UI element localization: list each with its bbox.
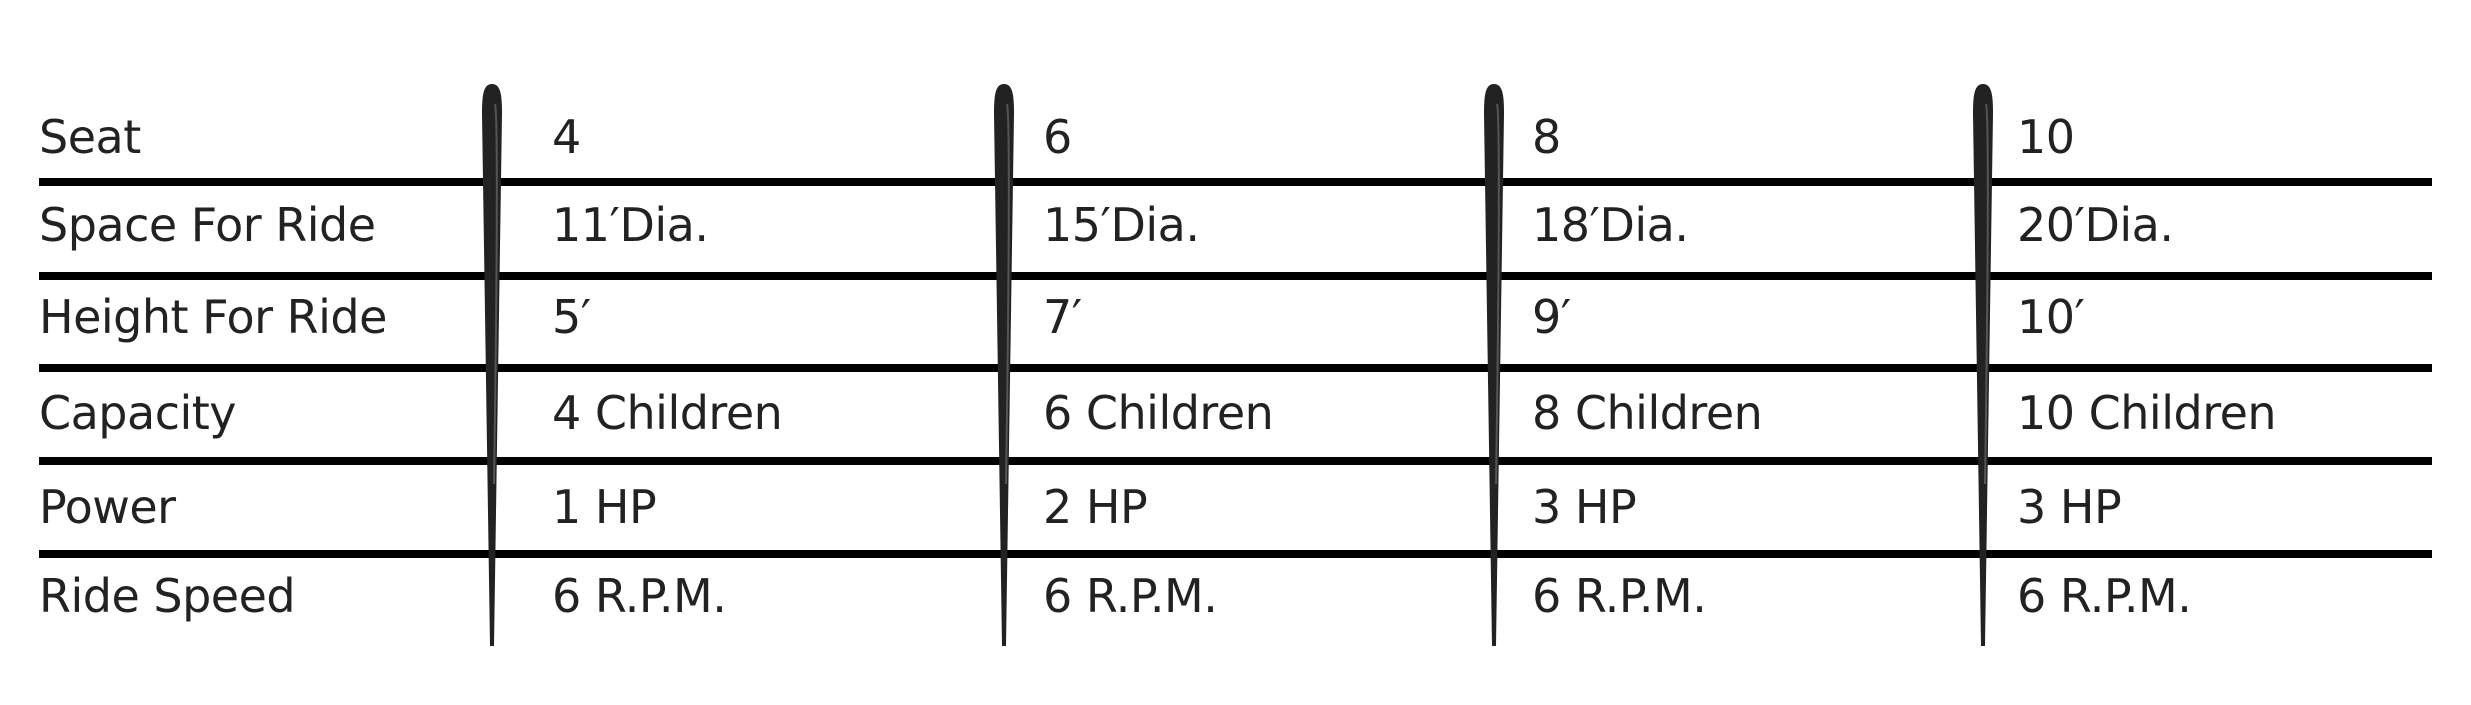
row-divider (39, 457, 2432, 465)
table-cell: 20′Dia. (2017, 198, 2174, 252)
table-cell: 2 HP (1043, 480, 1148, 534)
table-cell: 10′ (2017, 290, 2085, 344)
table-cell: 6 R.P.M. (2017, 569, 2192, 623)
row-label: Ride Speed (39, 569, 296, 623)
table-cell: 8 (1532, 110, 1561, 164)
row-label: Power (39, 480, 176, 534)
table-cell: 6 R.P.M. (552, 569, 727, 623)
table-cell: 6 R.P.M. (1043, 569, 1218, 623)
table-cell: 6 Children (1043, 386, 1274, 440)
table-cell: 6 R.P.M. (1532, 569, 1707, 623)
row-divider (39, 272, 2432, 280)
row-divider (39, 178, 2432, 186)
table-cell: 10 Children (2017, 386, 2277, 440)
row-divider (39, 364, 2432, 372)
row-label: Height For Ride (39, 290, 387, 344)
row-label: Capacity (39, 386, 237, 440)
table-cell: 5′ (552, 290, 591, 344)
needle-divider-icon (482, 84, 502, 646)
needle-divider-icon (1973, 84, 1993, 646)
table-cell: 1 HP (552, 480, 657, 534)
table-cell: 18′Dia. (1532, 198, 1689, 252)
needle-divider-icon (1484, 84, 1504, 646)
row-label: Seat (39, 110, 141, 164)
table-cell: 10 (2017, 110, 2075, 164)
table-cell: 4 Children (552, 386, 783, 440)
table-cell: 9′ (1532, 290, 1571, 344)
table-cell: 3 HP (2017, 480, 2122, 534)
table-cell: 7′ (1043, 290, 1082, 344)
table-cell: 15′Dia. (1043, 198, 1200, 252)
table-cell: 8 Children (1532, 386, 1763, 440)
row-label: Space For Ride (39, 198, 376, 252)
table-cell: 3 HP (1532, 480, 1637, 534)
row-divider (39, 550, 2432, 558)
table-cell: 6 (1043, 110, 1072, 164)
table-cell: 11′Dia. (552, 198, 709, 252)
table-cell: 4 (552, 110, 581, 164)
needle-divider-icon (994, 84, 1014, 646)
